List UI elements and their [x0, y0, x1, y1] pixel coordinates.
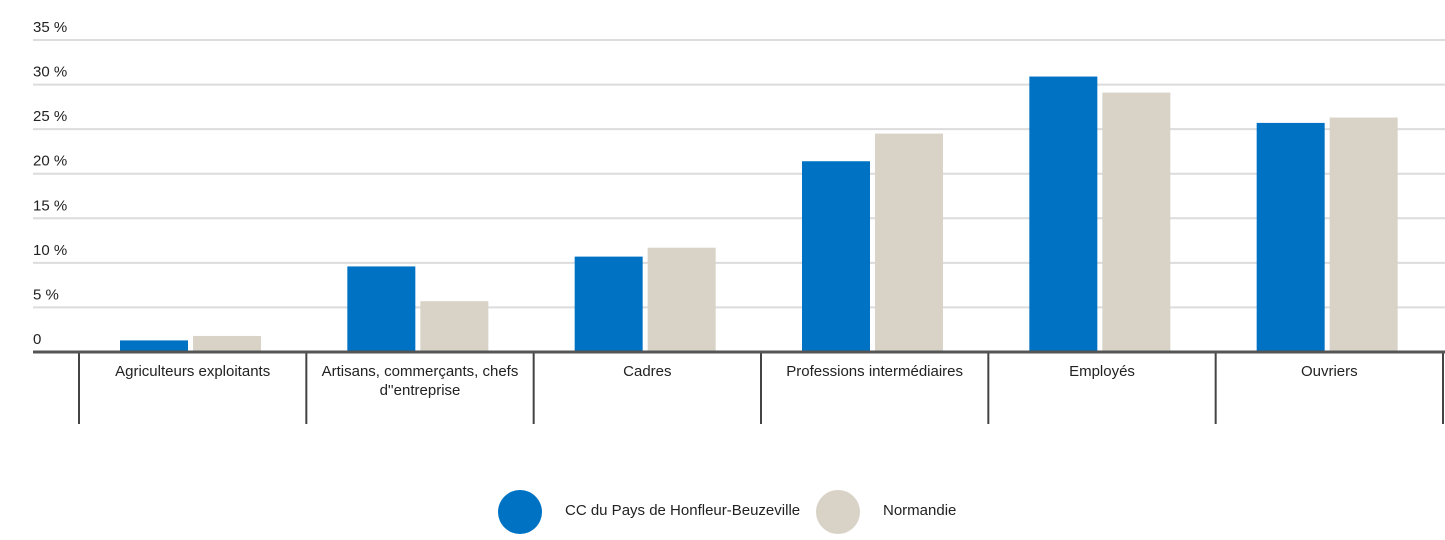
bar [193, 335, 261, 352]
y-tick-label: 30 % [33, 64, 67, 81]
y-tick-label: 20 % [33, 153, 67, 170]
y-tick-label: 10 % [33, 242, 67, 259]
bar [802, 161, 870, 352]
legend-swatch [498, 490, 542, 534]
x-tick-label: Professions intermédiaires [786, 363, 964, 380]
bar [574, 256, 643, 352]
x-tick-label: Agriculteurs exploitants [115, 363, 271, 380]
x-tick-label: Artisans, commerçants, chefs d''entrepri… [321, 363, 519, 399]
bar [875, 133, 943, 352]
x-tick-label: Ouvriers [1300, 363, 1358, 380]
y-tick-label: 5 % [33, 286, 59, 303]
legend-label: CC du Pays de Honfleur-Beuzeville [565, 502, 800, 519]
bar [1329, 117, 1398, 352]
y-tick-label: 15 % [33, 197, 67, 214]
bar [1029, 76, 1098, 352]
x-tick-label: Cadres [623, 363, 672, 380]
y-tick-label: 25 % [33, 108, 67, 125]
bar [120, 340, 188, 352]
bar [1256, 122, 1325, 352]
y-tick-label: 35 % [33, 19, 67, 36]
y-tick-label: 0 [33, 331, 41, 348]
bar [647, 247, 716, 352]
bar [347, 266, 416, 352]
x-tick-label: Employés [1069, 363, 1135, 380]
legend-label: Normandie [883, 502, 956, 519]
bar [1102, 92, 1171, 352]
legend-swatch [816, 490, 860, 534]
bar [420, 301, 489, 352]
